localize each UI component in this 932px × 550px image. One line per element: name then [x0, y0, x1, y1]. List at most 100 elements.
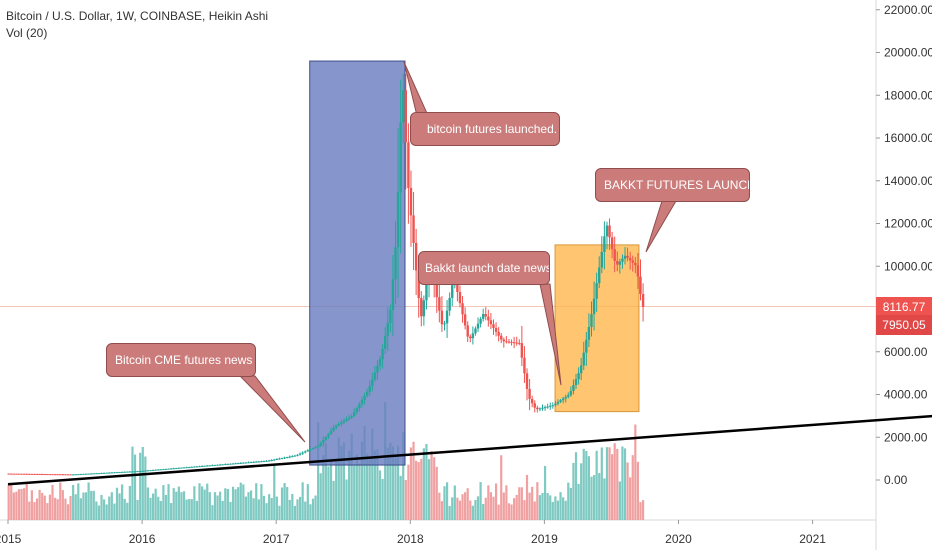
- annotation-cme-news[interactable]: Bitcoin CME futures news: [106, 343, 256, 377]
- candle-body: [479, 318, 482, 324]
- volume-bar: [12, 492, 15, 520]
- candle-body: [494, 328, 498, 332]
- volume-bar: [569, 487, 572, 520]
- volume-bar: [121, 484, 124, 520]
- volume-bar: [582, 448, 585, 520]
- candle-body: [574, 379, 578, 386]
- volume-bar: [95, 501, 98, 520]
- volume-bar: [520, 487, 523, 520]
- volume-bar: [391, 446, 395, 520]
- volume-bar: [69, 495, 72, 520]
- volume-bar: [505, 485, 508, 520]
- candle-body: [40, 474, 44, 476]
- candle-body: [556, 401, 560, 404]
- annotation-bakkt-launched[interactable]: BAKKT FUTURES LAUNCED: [595, 168, 750, 202]
- candle-body: [319, 442, 322, 446]
- candle-body: [365, 391, 369, 396]
- candle-body: [309, 449, 312, 451]
- volume-bar: [244, 496, 248, 520]
- volume-bar: [51, 484, 54, 520]
- volume-bar: [523, 500, 526, 520]
- candle-body: [409, 187, 413, 216]
- volume-bar: [182, 491, 186, 520]
- volume-bar: [97, 505, 101, 520]
- candle-body: [492, 324, 495, 329]
- volume-bar: [536, 482, 539, 520]
- annotation-bakkt-date-news[interactable]: Bakkt launch date news: [418, 251, 550, 285]
- volume-bar: [188, 499, 191, 520]
- volume-bar: [425, 443, 428, 520]
- volume-bar: [396, 445, 400, 520]
- candle-body: [22, 473, 26, 475]
- volume-bar: [332, 480, 335, 520]
- candle-body: [587, 326, 591, 340]
- candle-body: [376, 365, 379, 373]
- volume-bar: [592, 475, 596, 520]
- volume-bar: [136, 499, 139, 520]
- y-tick-label: 14000.00: [884, 174, 932, 188]
- candle-body: [193, 466, 196, 468]
- volume-bar: [598, 473, 601, 520]
- candle-body: [476, 323, 480, 329]
- volume-bar: [43, 495, 46, 520]
- volume-bar: [476, 496, 480, 520]
- x-tick-label: 2018: [397, 532, 424, 546]
- volume-bar: [487, 485, 490, 520]
- candle-body: [314, 446, 317, 449]
- candle-body: [337, 424, 340, 426]
- volume-bar: [611, 454, 614, 520]
- candle-body: [378, 359, 382, 366]
- volume-bar: [329, 458, 333, 520]
- volume-bar: [461, 494, 464, 520]
- volume-bar: [82, 492, 85, 520]
- volume-bar: [337, 437, 340, 520]
- volume-bar: [278, 505, 281, 520]
- candle-body: [144, 470, 147, 472]
- volume-bar: [402, 432, 405, 520]
- volume-bar: [17, 489, 21, 520]
- x-tick-label: 2015: [0, 532, 22, 546]
- annotation-pointer-cme-news: [238, 375, 306, 443]
- candle-body: [306, 450, 310, 452]
- candle-body: [471, 333, 475, 339]
- volume-bar: [543, 465, 547, 520]
- volume-bar: [322, 455, 325, 520]
- candle-body: [59, 474, 62, 476]
- candle-body: [621, 258, 624, 262]
- candle-body: [159, 469, 163, 471]
- annotation-futures-launched[interactable]: bitcoin futures launched.: [410, 112, 560, 146]
- candle-body: [404, 90, 408, 143]
- candle-body: [350, 415, 353, 418]
- candle-body: [51, 474, 54, 476]
- candle-body: [182, 467, 186, 469]
- volume-bar: [28, 501, 31, 520]
- volume-bar: [38, 489, 41, 520]
- candle-body: [561, 398, 565, 401]
- volume-bar: [515, 494, 518, 520]
- volume-bar: [216, 495, 219, 520]
- candle-body: [231, 463, 235, 465]
- candle-body: [381, 348, 384, 360]
- candle-body: [487, 316, 490, 321]
- volume-bar: [131, 446, 134, 520]
- candle-body: [10, 473, 13, 475]
- price-tag-current: 8116.77: [876, 297, 932, 317]
- candle-body: [113, 472, 116, 474]
- candle-body: [445, 310, 449, 324]
- volume-bar: [126, 502, 129, 520]
- candle-body: [577, 373, 580, 380]
- candle-body: [402, 90, 405, 123]
- volume-bar: [298, 496, 302, 520]
- volume-bar: [221, 500, 224, 520]
- candle-body: [481, 314, 485, 319]
- volume-bar: [48, 494, 52, 520]
- volume-bar: [66, 504, 70, 520]
- volume-bar: [113, 503, 116, 520]
- volume-bar: [128, 485, 131, 520]
- volume-bar: [634, 424, 637, 520]
- volume-bar: [386, 447, 389, 520]
- volume-bar: [195, 500, 199, 520]
- candle-body: [92, 473, 95, 475]
- candle-body: [438, 297, 441, 311]
- candle-body: [422, 300, 426, 317]
